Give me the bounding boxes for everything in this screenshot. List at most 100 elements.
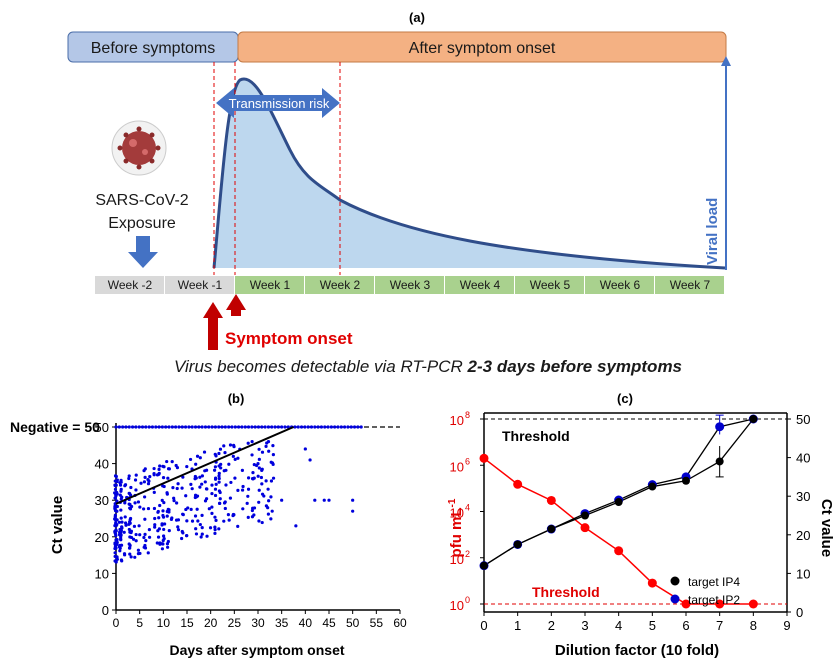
b-point: [113, 496, 117, 500]
b-negative-point: [299, 425, 304, 429]
b-point: [156, 529, 160, 533]
b-point: [153, 516, 157, 521]
b-point: [223, 451, 227, 455]
b-point: [134, 488, 138, 492]
b-point: [117, 520, 121, 524]
c-x-tick-label: 6: [682, 618, 689, 633]
c-ip4-point: [513, 540, 522, 549]
b-point: [123, 515, 127, 519]
b-negative-point: [313, 425, 317, 429]
week-label: Week 4: [460, 278, 501, 292]
b-point: [270, 509, 274, 513]
b-negative-point: [243, 425, 247, 429]
b-point: [175, 501, 179, 505]
b-point: [119, 538, 123, 542]
virus-label-line2: Exposure: [108, 215, 176, 232]
b-point: [152, 473, 156, 477]
b-point: [128, 516, 133, 521]
b-negative-point: [200, 425, 204, 429]
b-point: [118, 483, 123, 487]
panel-c-label: (c): [617, 391, 633, 406]
b-x-tick-label: 25: [228, 616, 242, 630]
b-point: [115, 555, 119, 559]
b-point: [163, 522, 167, 526]
b-point: [260, 468, 264, 472]
b-negative-point: [177, 425, 181, 429]
b-point: [166, 539, 170, 544]
b-point: [280, 498, 284, 502]
c-legend: target IP4 target IP2: [670, 575, 740, 607]
week-cell: [655, 276, 724, 294]
b-point: [236, 488, 240, 492]
c-x-tick-label: 5: [649, 618, 656, 633]
b-point: [136, 548, 141, 552]
b-point: [265, 441, 269, 445]
b-x-tick-label: 55: [370, 616, 384, 630]
b-point: [162, 500, 166, 505]
b-point: [162, 484, 166, 489]
b-point: [115, 538, 119, 542]
b-point: [176, 528, 181, 532]
b-point: [181, 513, 185, 517]
b-point: [212, 468, 217, 472]
b-negative-point: [293, 425, 297, 429]
b-negative-point: [329, 425, 333, 429]
b-negative-point: [246, 425, 251, 429]
b-point: [128, 506, 132, 510]
b-point: [257, 500, 261, 504]
b-point: [266, 512, 270, 516]
b-point: [217, 501, 222, 506]
b-point: [147, 528, 151, 532]
b-negative-point: [280, 425, 284, 429]
b-y-tick-label: 10: [95, 566, 109, 581]
b-point: [127, 476, 131, 481]
c-pfu-point: [580, 523, 590, 533]
c-left-tick-exp: 6: [465, 456, 470, 466]
b-point: [203, 499, 208, 503]
b-point: [143, 532, 147, 536]
b-negative-point: [250, 425, 254, 429]
b-negative-point: [356, 425, 360, 429]
c-pfu-point: [479, 453, 489, 463]
c-pfu-point: [647, 578, 657, 588]
c-right-tick-label: 10: [796, 566, 810, 581]
b-point: [167, 467, 171, 471]
onset-arrow: [226, 294, 246, 316]
b-point: [193, 514, 198, 518]
b-point: [205, 468, 209, 472]
b-point: [250, 453, 254, 457]
b-point: [166, 507, 170, 512]
b-point: [257, 488, 261, 492]
b-point: [256, 462, 260, 466]
b-point: [162, 527, 166, 532]
b-point: [180, 486, 184, 490]
b-point: [158, 464, 162, 468]
b-point: [217, 471, 221, 475]
b-x-tick-label: 15: [180, 616, 194, 630]
b-point: [142, 480, 147, 484]
b-point: [139, 481, 143, 485]
b-point: [200, 513, 204, 517]
b-point: [184, 534, 189, 538]
b-point: [133, 555, 137, 559]
b-point: [119, 487, 123, 492]
b-point: [133, 501, 137, 505]
c-x-tick-label: 9: [783, 618, 790, 633]
b-point: [240, 468, 245, 472]
legend-marker-ip2: [670, 594, 680, 604]
b-point: [194, 462, 198, 466]
b-point: [115, 509, 119, 513]
b-point: [308, 458, 312, 462]
b-negative-point: [230, 425, 234, 429]
week-cell: [235, 276, 304, 294]
b-point: [214, 482, 218, 486]
b-point: [138, 533, 142, 537]
b-point: [113, 523, 118, 528]
c-xlabel: Dilution factor (10 fold): [555, 642, 719, 658]
b-negative-point: [144, 425, 148, 429]
b-point: [113, 517, 117, 521]
b-point: [136, 551, 141, 556]
week-label: Week -2: [108, 278, 153, 292]
b-point: [160, 542, 164, 546]
b-point: [171, 486, 175, 490]
